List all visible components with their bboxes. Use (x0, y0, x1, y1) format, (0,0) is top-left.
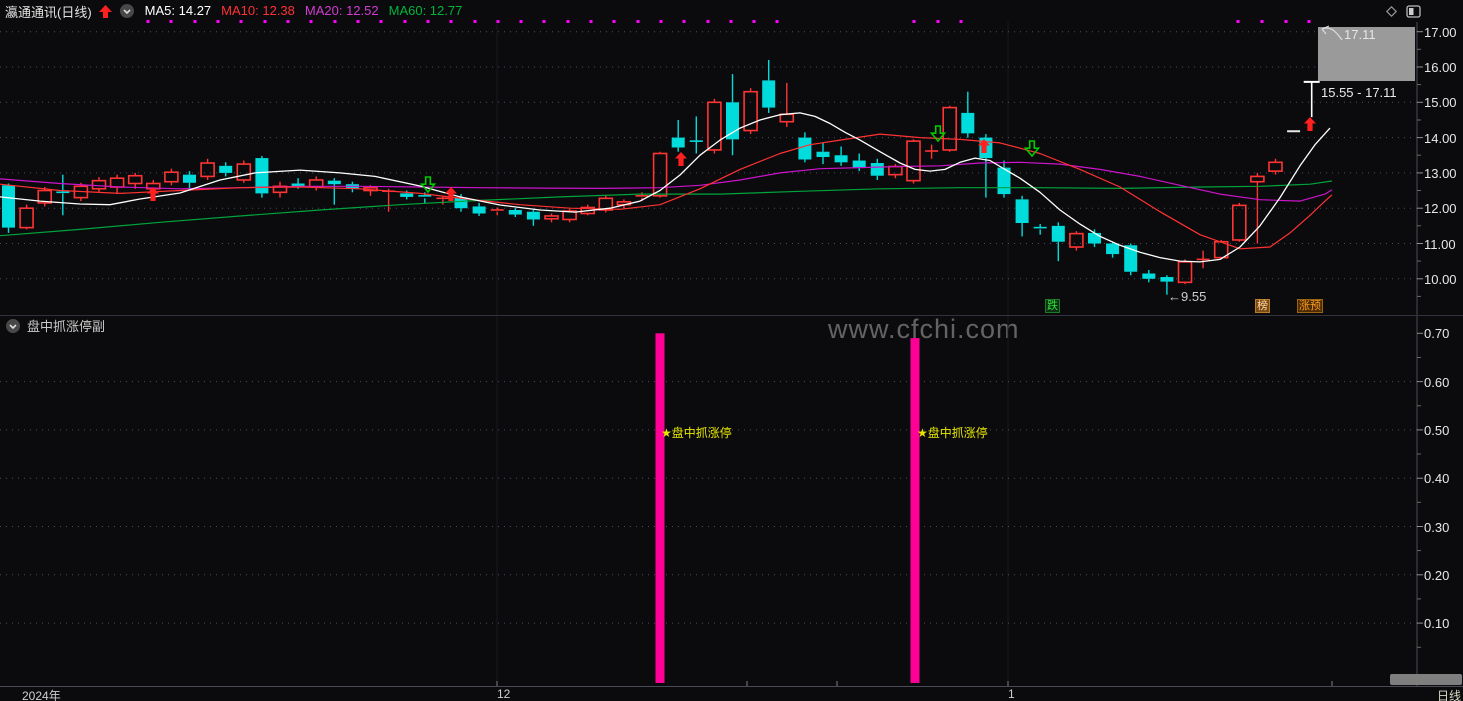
indicator-name[interactable]: 盘中抓涨停副 (27, 319, 106, 334)
indicator-tick-label: 0.60 (1424, 374, 1450, 390)
price-tick-label: 17.00 (1424, 24, 1457, 40)
ma-value-label: MA20: 12.52 (304, 3, 379, 18)
ma-value-label: MA10: 12.38 (221, 3, 295, 18)
indicator-tick-label: 0.20 (1424, 567, 1450, 583)
indicator-tick-label: 0.50 (1424, 422, 1450, 438)
ma-legend: MA5: 14.27 MA10: 12.38 MA20: 12.52 MA60: 12… (135, 2, 463, 20)
diamond-icon[interactable] (1385, 5, 1398, 18)
ma-value-label: MA60: 12.77 (388, 3, 463, 18)
price-tick-label: 16.00 (1424, 60, 1457, 75)
period-selector[interactable]: 日线 (1437, 689, 1462, 701)
range-annotation: 15.55 - 17.11 (1321, 85, 1397, 100)
signal-label: ★盘中抓涨停 (661, 426, 732, 440)
signal-label: ★盘中抓涨停 (917, 426, 988, 440)
price-tick-label: 12.00 (1424, 201, 1457, 217)
header-tools (1385, 5, 1421, 18)
price-tick-label: 10.00 (1424, 271, 1457, 287)
chevron-down-icon[interactable] (5, 318, 21, 334)
stock-title: 瀛通通讯(日线) (5, 4, 92, 20)
indicator-tick-label: 0.30 (1424, 519, 1450, 535)
badge-rise-forecast: 涨预 (1297, 299, 1323, 313)
sub-panel-header: 盘中抓涨停副 (5, 316, 105, 335)
badge-rank: 榜 (1255, 299, 1270, 313)
time-axis: 2024年 12 1 日线 (0, 686, 1463, 701)
badge-fall: 跌 (1045, 299, 1060, 313)
axis-month-label: 12 (497, 687, 511, 701)
scrollbar-thumb[interactable] (1390, 674, 1462, 685)
indicator-tick-label: 0.70 (1424, 326, 1450, 342)
trend-up-icon (98, 4, 112, 18)
axis-year-label: 2024年 (22, 689, 61, 701)
price-tick-label: 13.00 (1424, 165, 1457, 181)
price-tick-label: 11.00 (1424, 236, 1456, 252)
watermark: www.cfchi.com (828, 314, 1020, 344)
header-bar: 瀛通通讯(日线) MA5: 14.27 MA10: 12.38 MA20: 12.5… (0, 0, 1463, 22)
split-window-icon[interactable] (1406, 5, 1421, 18)
ma-value-label: MA5: 14.27 (144, 3, 212, 18)
high-price-annotation: 17.11 (1344, 27, 1376, 42)
low-price-annotation: ←9.55 (1168, 289, 1207, 304)
chevron-down-icon[interactable] (119, 3, 135, 19)
indicator-tick-label: 0.40 (1424, 471, 1450, 487)
axis-month-label: 1 (1008, 687, 1015, 701)
price-tick-label: 15.00 (1424, 95, 1457, 111)
price-tick-label: 14.00 (1424, 130, 1457, 146)
indicator-tick-label: 0.10 (1424, 616, 1450, 632)
